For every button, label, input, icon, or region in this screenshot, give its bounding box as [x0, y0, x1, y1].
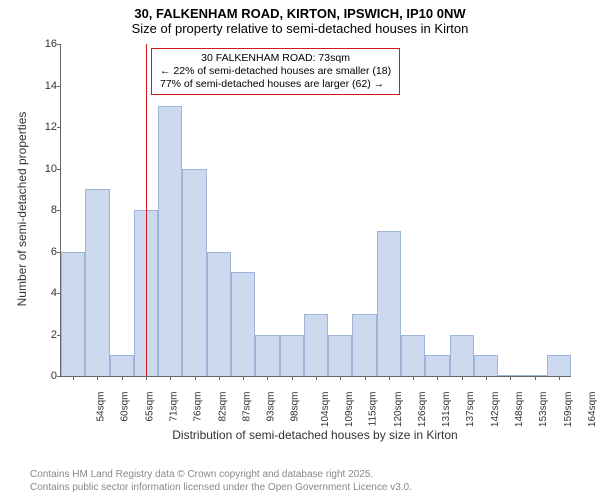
- y-tick-label: 16: [31, 38, 57, 50]
- x-tick-mark: [559, 376, 560, 380]
- x-tick-label: 131sqm: [441, 392, 452, 428]
- y-tick-label: 0: [31, 370, 57, 382]
- x-tick-label: 54sqm: [96, 392, 107, 422]
- y-tick-label: 8: [31, 204, 57, 216]
- histogram-bar: [255, 335, 279, 377]
- page-title-line2: Size of property relative to semi-detach…: [0, 21, 600, 40]
- x-tick-mark: [316, 376, 317, 380]
- x-tick-label: 71sqm: [169, 392, 180, 422]
- x-tick-label: 120sqm: [393, 392, 404, 428]
- histogram-bar: [425, 355, 449, 376]
- y-tick-label: 10: [31, 163, 57, 175]
- histogram-bar: [182, 169, 206, 377]
- callout-line: 30 FALKENHAM ROAD: 73sqm: [160, 52, 391, 65]
- x-tick-label: 159sqm: [563, 392, 574, 428]
- x-tick-mark: [413, 376, 414, 380]
- x-tick-mark: [73, 376, 74, 380]
- x-tick-label: 148sqm: [514, 392, 525, 428]
- x-tick-mark: [195, 376, 196, 380]
- histogram-bar: [401, 335, 425, 377]
- y-tick-mark: [57, 210, 61, 211]
- x-tick-label: 137sqm: [466, 392, 477, 428]
- y-tick-label: 4: [31, 287, 57, 299]
- histogram-bar: [377, 231, 401, 376]
- x-tick-label: 98sqm: [290, 392, 301, 422]
- y-tick-mark: [57, 86, 61, 87]
- x-tick-label: 142sqm: [490, 392, 501, 428]
- x-tick-mark: [486, 376, 487, 380]
- y-tick-label: 2: [31, 329, 57, 341]
- x-tick-mark: [340, 376, 341, 380]
- callout-line: 77% of semi-detached houses are larger (…: [160, 78, 391, 91]
- y-tick-mark: [57, 376, 61, 377]
- x-tick-mark: [243, 376, 244, 380]
- y-tick-label: 12: [31, 121, 57, 133]
- histogram-bar: [158, 106, 182, 376]
- y-axis-label: Number of semi-detached properties: [15, 69, 29, 349]
- x-tick-label: 109sqm: [344, 392, 355, 428]
- chart-plot-area: 024681012141654sqm60sqm65sqm71sqm76sqm82…: [60, 44, 571, 377]
- x-tick-mark: [97, 376, 98, 380]
- x-tick-label: 104sqm: [320, 392, 331, 428]
- y-tick-mark: [57, 44, 61, 45]
- footer-line2: Contains public sector information licen…: [30, 482, 412, 495]
- footer-attribution: Contains HM Land Registry data © Crown c…: [30, 469, 412, 494]
- x-tick-mark: [292, 376, 293, 380]
- x-tick-label: 126sqm: [417, 392, 428, 428]
- y-tick-label: 6: [31, 246, 57, 258]
- page-title-line1: 30, FALKENHAM ROAD, KIRTON, IPSWICH, IP1…: [0, 0, 600, 21]
- x-tick-label: 115sqm: [368, 392, 379, 427]
- x-tick-mark: [146, 376, 147, 380]
- x-tick-label: 82sqm: [217, 392, 228, 422]
- histogram-bar: [474, 355, 498, 376]
- histogram-bar: [61, 252, 85, 377]
- x-tick-mark: [267, 376, 268, 380]
- x-tick-label: 87sqm: [241, 392, 252, 422]
- x-tick-label: 65sqm: [144, 392, 155, 422]
- x-tick-label: 93sqm: [266, 392, 277, 422]
- figure-container: { "title_line1": "30, FALKENHAM ROAD, KI…: [0, 0, 600, 500]
- x-tick-label: 153sqm: [538, 392, 549, 428]
- reference-line: [146, 44, 147, 376]
- x-axis-label: Distribution of semi-detached houses by …: [60, 428, 570, 442]
- histogram-bar: [231, 272, 255, 376]
- x-tick-mark: [535, 376, 536, 380]
- histogram-bar: [85, 189, 109, 376]
- histogram-bar: [352, 314, 376, 376]
- histogram-bar: [304, 314, 328, 376]
- x-tick-mark: [462, 376, 463, 380]
- histogram-bar: [280, 335, 304, 377]
- x-tick-label: 60sqm: [120, 392, 131, 422]
- histogram-bar: [110, 355, 134, 376]
- x-tick-mark: [437, 376, 438, 380]
- x-tick-mark: [389, 376, 390, 380]
- x-tick-mark: [365, 376, 366, 380]
- callout-box: 30 FALKENHAM ROAD: 73sqm← 22% of semi-de…: [151, 48, 400, 95]
- histogram-bar: [328, 335, 352, 377]
- x-tick-label: 76sqm: [193, 392, 204, 422]
- y-tick-mark: [57, 169, 61, 170]
- x-tick-mark: [219, 376, 220, 380]
- x-tick-label: 164sqm: [587, 392, 598, 428]
- histogram-bar: [547, 355, 571, 376]
- x-tick-mark: [170, 376, 171, 380]
- y-tick-mark: [57, 127, 61, 128]
- x-tick-mark: [510, 376, 511, 380]
- histogram-bar: [450, 335, 474, 377]
- x-tick-mark: [122, 376, 123, 380]
- callout-line: ← 22% of semi-detached houses are smalle…: [160, 65, 391, 78]
- y-tick-label: 14: [31, 80, 57, 92]
- histogram-bar: [207, 252, 231, 377]
- footer-line1: Contains HM Land Registry data © Crown c…: [30, 469, 412, 482]
